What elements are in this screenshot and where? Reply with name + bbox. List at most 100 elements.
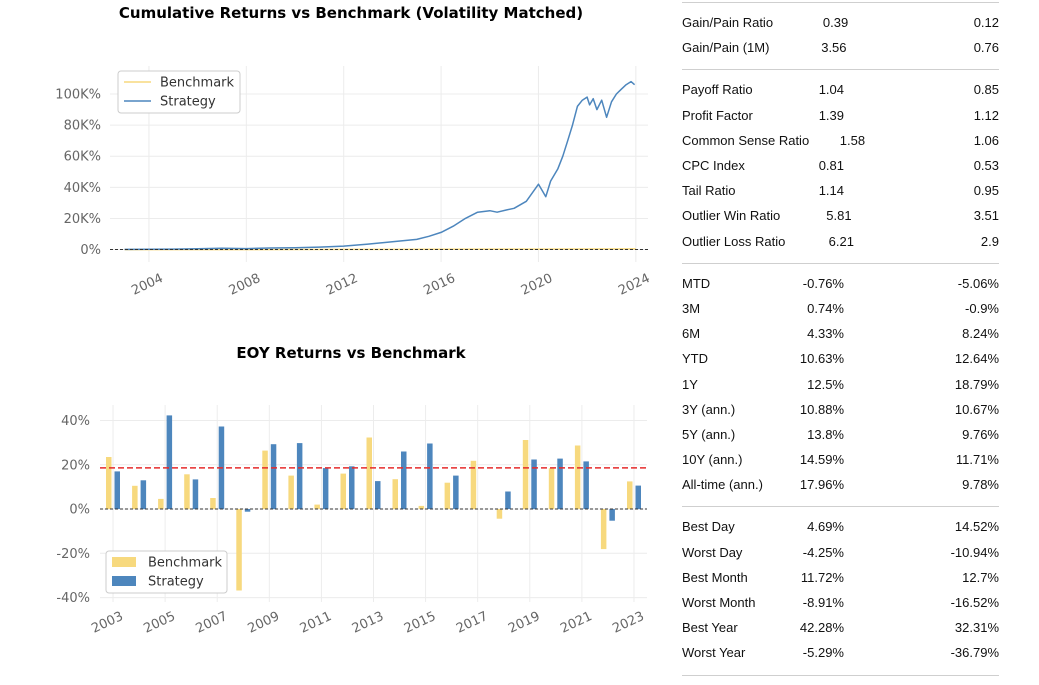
benchmark-bar: [627, 481, 633, 510]
metric-value-strategy: 6.21: [828, 233, 854, 249]
metric-value-strategy: 14.59%: [799, 452, 844, 468]
charts-canvas: Cumulative Returns vs Benchmark (Volatil…: [55, 4, 652, 637]
x-tick-label: 2012: [324, 271, 360, 299]
metric-value-strategy: 1.04: [818, 82, 844, 98]
metric-value-strategy: 12.5%: [807, 376, 844, 392]
metric-row: Best Year 42.28% 32.31%: [682, 615, 999, 640]
strategy-bar: [114, 471, 120, 509]
metric-value-strategy: 13.8%: [807, 426, 844, 442]
y-tick-label: 60K%: [64, 150, 101, 165]
strategy-bar: [375, 481, 381, 509]
metrics-group: MTD -0.76% -5.06% 3M 0.74% -0.9% 6M 4.33% 8.24% Y…: [682, 262, 999, 507]
metric-value-strategy: 4.33%: [807, 326, 844, 342]
metric-value-benchmark: 0.76: [973, 40, 999, 56]
strategy-series-line: [124, 80, 636, 251]
benchmark-bar: [210, 498, 216, 510]
metric-value-strategy: 17.96%: [799, 477, 844, 493]
benchmark-bar: [132, 485, 138, 509]
y-tick-label: 20K%: [64, 212, 101, 227]
metrics-group: Best Day 4.69% 14.52% Worst Day -4.25% -10.94…: [682, 506, 999, 676]
benchmark-legend-label: Benchmark: [160, 76, 235, 91]
benchmark-bar: [366, 437, 372, 509]
strategy-bar: [140, 480, 147, 510]
strategy-bar: [349, 466, 355, 509]
strategy-bar: [322, 468, 329, 509]
metric-value-benchmark: 0.85: [973, 82, 999, 98]
strategy-bar: [427, 443, 433, 509]
eoy-returns-chart: 2003 2005 2007 2009 2011 2013 2015 2017 2019 2021…: [56, 405, 647, 637]
metric-value-benchmark: -16.52%: [950, 595, 999, 611]
x-tick-label: 2016: [421, 271, 457, 299]
y-tick-label: 20%: [61, 458, 90, 473]
metric-row: Outlier Loss Ratio 6.21 2.9: [682, 229, 999, 254]
metric-value-benchmark: -10.94%: [950, 544, 999, 560]
metric-row: Best Month 11.72% 12.7%: [682, 565, 999, 590]
benchmark-bar: [418, 505, 425, 509]
strategy-legend-label: Strategy: [148, 575, 204, 590]
benchmark-bar: [340, 473, 346, 509]
x-tick-label: 2013: [350, 609, 386, 637]
y-tick-label: -40%: [56, 591, 90, 606]
metric-value-strategy: 11.72%: [800, 569, 844, 585]
metric-value-benchmark: -36.79%: [950, 645, 999, 661]
strategy-bar: [401, 451, 407, 510]
metric-label: 5Y (ann.): [682, 426, 736, 442]
metric-value-benchmark: 10.67%: [954, 401, 999, 417]
metric-row: MTD -0.76% -5.06%: [682, 271, 999, 296]
metric-label: Worst Year: [682, 645, 746, 661]
metric-row: Worst Day -4.25% -10.94%: [682, 540, 999, 565]
metrics-group: Payoff Ratio 1.04 0.85 Profit Factor 1.39 1.1…: [682, 69, 999, 262]
strategy-bar: [244, 509, 251, 512]
strategy-bar: [166, 415, 173, 509]
metric-row: Common Sense Ratio 1.58 1.06: [682, 128, 999, 153]
metric-value-strategy: 1.39: [818, 107, 844, 123]
metric-label: MTD: [682, 275, 711, 291]
x-tick-label: 2017: [454, 609, 490, 637]
benchmark-bar: [548, 468, 555, 509]
metric-value-benchmark: 0.12: [973, 15, 999, 31]
cumulative-returns-title: Cumulative Returns vs Benchmark (Volatil…: [119, 4, 583, 22]
metric-label: 1Y: [682, 376, 698, 392]
metric-row: 3M 0.74% -0.9%: [682, 296, 999, 321]
y-tick-label: 0%: [80, 243, 101, 258]
metric-value-benchmark: 12.64%: [954, 351, 999, 367]
metric-row: 3Y (ann.) 10.88% 10.67%: [682, 397, 999, 422]
metric-label: 6M: [682, 326, 701, 342]
metric-value-strategy: -5.29%: [802, 645, 844, 661]
metric-value-benchmark: 18.79%: [954, 376, 999, 392]
benchmark-bar: [184, 474, 190, 510]
metric-value-strategy: 1.14: [818, 183, 844, 199]
metric-value-strategy: 0.74%: [807, 300, 844, 316]
metric-label: Worst Month: [682, 595, 756, 611]
metric-value-strategy: 4.69%: [807, 519, 844, 535]
legend: Benchmark Strategy: [117, 70, 241, 114]
y-tick-label: 40K%: [64, 181, 101, 196]
metric-row: 1Y 12.5% 18.79%: [682, 371, 999, 396]
metric-label: Profit Factor: [682, 107, 753, 123]
benchmark-bar: [574, 445, 581, 509]
x-tick-label: 2009: [246, 609, 282, 637]
strategy-bar: [609, 509, 615, 521]
metric-value-benchmark: 9.76%: [962, 426, 999, 442]
metric-label: Common Sense Ratio: [682, 132, 810, 148]
metric-value-benchmark: 2.9: [980, 233, 999, 249]
x-tick-label: 2004: [129, 271, 165, 299]
metric-value-strategy: 5.81: [826, 208, 852, 224]
strategy-bar: [635, 485, 641, 510]
y-tick-label: 100K%: [55, 88, 101, 103]
benchmark-bar: [262, 450, 268, 509]
metric-value-benchmark: 32.31%: [954, 620, 999, 636]
metric-value-strategy: 3.56: [821, 40, 847, 56]
metric-label: CPC Index: [682, 158, 745, 174]
metric-label: Gain/Pain (1M): [682, 40, 770, 56]
strategy-bar: [505, 491, 511, 509]
metric-row: Gain/Pain (1M) 3.56 0.76: [682, 35, 999, 60]
benchmark-legend-label: Benchmark: [148, 556, 223, 571]
metric-value-benchmark: 1.12: [973, 107, 999, 123]
metric-value-benchmark: 8.24%: [962, 326, 999, 342]
eoy-returns-title: EOY Returns vs Benchmark: [236, 344, 466, 362]
benchmark-bar: [106, 457, 112, 509]
metric-label: All-time (ann.): [682, 477, 763, 493]
metric-value-strategy: -0.76%: [802, 275, 844, 291]
metric-row: Gain/Pain Ratio 0.39 0.12: [682, 10, 999, 35]
